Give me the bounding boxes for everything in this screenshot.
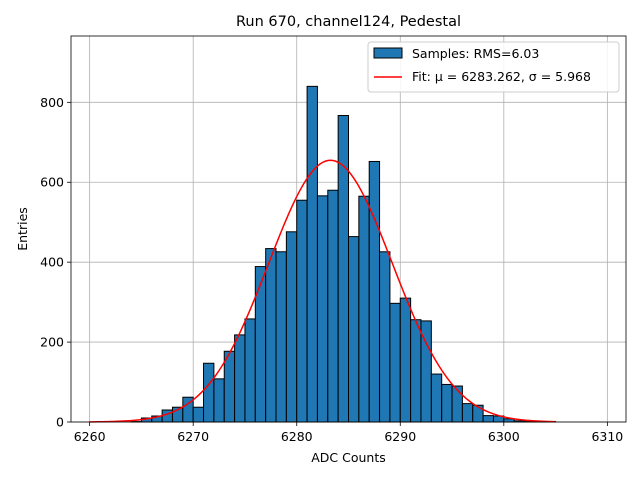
- legend-swatch-samples: [373, 47, 403, 59]
- legend-label-samples: Samples: RMS=6.03: [412, 46, 539, 61]
- fit-curve-group: [89, 159, 556, 423]
- legend-label-fit: Fit: μ = 6283.262, σ = 5.968: [412, 69, 591, 84]
- histogram-bar: [296, 199, 308, 423]
- y-tick-label: 200: [40, 335, 64, 350]
- histogram-bars: [130, 85, 557, 423]
- histogram-bar: [348, 236, 360, 423]
- histogram-bar: [461, 403, 474, 423]
- histogram-bar: [254, 266, 267, 423]
- histogram-bar: [337, 115, 349, 423]
- histogram-bar: [358, 195, 370, 423]
- plot-frame: [70, 35, 627, 423]
- histogram-bar: [430, 373, 443, 423]
- histogram-bar: [234, 334, 246, 423]
- x-tick-label: 6300: [488, 429, 520, 444]
- histogram-bar: [192, 406, 205, 423]
- histogram-bar: [306, 85, 318, 423]
- histogram-bar: [161, 409, 173, 423]
- x-tick-label: 6270: [177, 429, 209, 444]
- chart-title: Run 670, channel124, Pedestal: [236, 14, 461, 30]
- x-axis-ticks: 6260 6270 6280 6290 6300 6310: [74, 422, 623, 444]
- y-tick-label: 800: [40, 95, 64, 110]
- histogram-bar: [368, 160, 381, 423]
- y-axis-ticks: 0 200 400 600 800: [40, 95, 71, 430]
- legend-box: [367, 41, 620, 93]
- histogram-bar: [389, 302, 401, 423]
- histogram-bar: [285, 231, 298, 423]
- histogram-bar: [244, 318, 256, 423]
- y-axis-label: Entries: [15, 207, 30, 251]
- histogram-bar: [399, 297, 412, 423]
- gaussian-fit-curve: [89, 159, 556, 423]
- histogram-bar: [441, 383, 453, 423]
- x-tick-label: 6290: [384, 429, 416, 444]
- y-tick-label: 400: [40, 255, 64, 270]
- x-tick-label: 6310: [591, 429, 623, 444]
- histogram-bar: [451, 385, 463, 423]
- histogram-bar: [482, 415, 494, 423]
- histogram-bar: [223, 350, 236, 423]
- histogram-bar: [327, 189, 339, 423]
- y-tick-label: 600: [40, 175, 64, 190]
- histogram-bar: [265, 248, 277, 423]
- x-tick-label: 6260: [74, 429, 106, 444]
- histogram-bar: [316, 195, 329, 423]
- histogram-bar: [379, 251, 391, 423]
- histogram-bar: [275, 251, 287, 423]
- y-tick-label: 0: [56, 415, 64, 430]
- histogram-bar: [203, 362, 215, 423]
- x-tick-label: 6280: [281, 429, 313, 444]
- histogram-bar: [472, 404, 484, 423]
- histogram-bar: [410, 319, 422, 423]
- histogram-bar: [213, 378, 225, 423]
- x-axis-label: ADC Counts: [311, 450, 386, 465]
- legend: Samples: RMS=6.03 Fit: μ = 6283.262, σ =…: [367, 41, 620, 93]
